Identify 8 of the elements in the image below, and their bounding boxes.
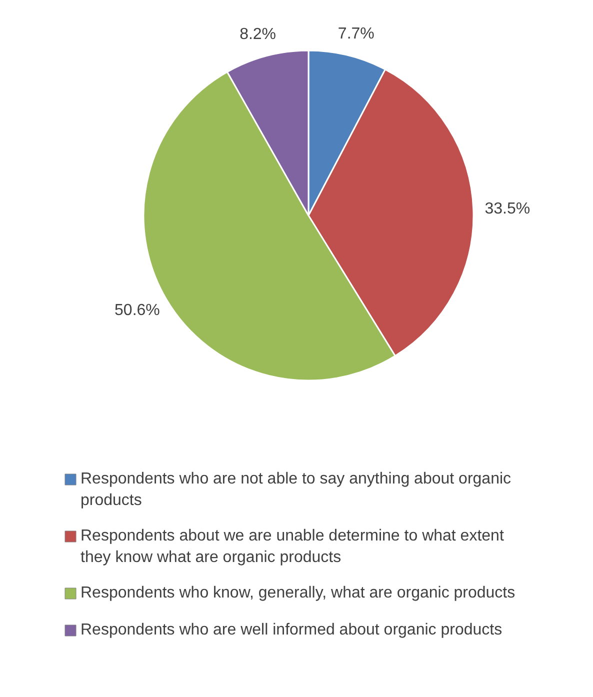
data-label: 7.7% — [338, 25, 374, 42]
data-label: 8.2% — [240, 26, 276, 44]
legend-label: Respondents who are well informed about organic products — [80, 622, 502, 638]
data-label: 50.6% — [114, 302, 160, 320]
data-label: 33.5% — [484, 200, 530, 218]
legend-label: Respondents who know, generally, what are organic products — [80, 584, 516, 602]
legend-label: Respondents who are not able to say anything about organic products — [80, 470, 512, 509]
legend-label: Respondents about we are unable determine to what extent they know what are organic products — [80, 528, 504, 566]
